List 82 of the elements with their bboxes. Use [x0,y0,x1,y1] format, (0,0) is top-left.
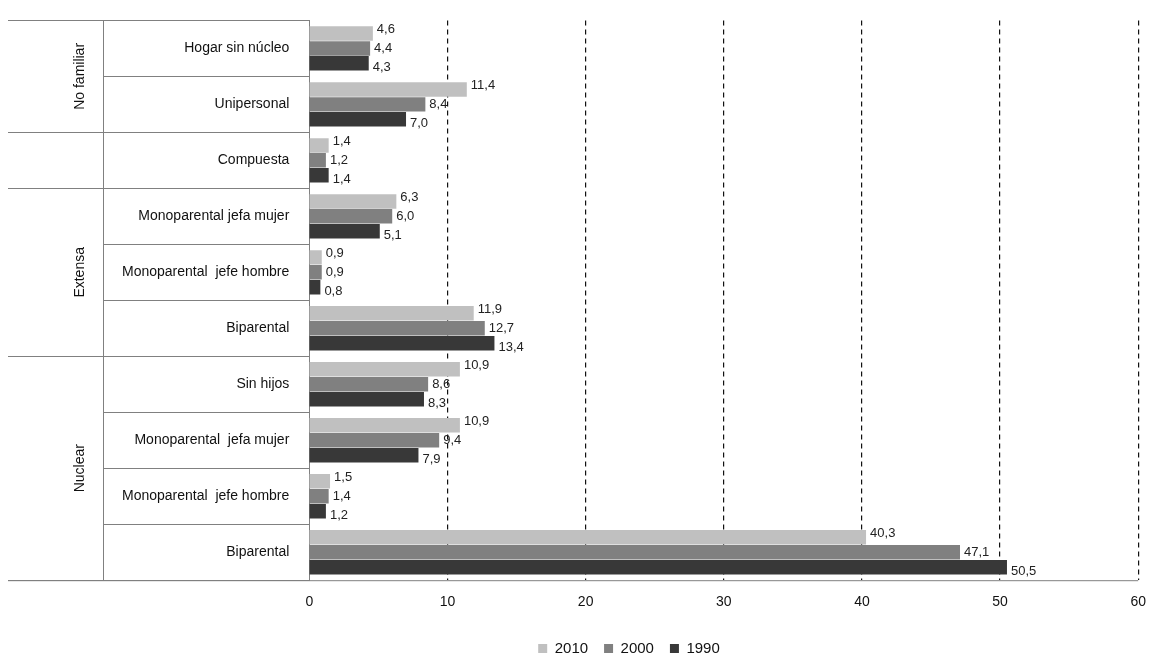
bar [309,82,467,97]
bar [309,194,397,209]
data-label: 50,5 [1010,562,1037,578]
data-label: 7,9 [422,450,441,466]
data-label: 8,6 [432,375,451,391]
y-tick-label: Hogar sin núcleo [184,39,290,56]
bar [309,391,424,407]
data-label: 1,2 [329,151,348,167]
bar [309,138,329,153]
x-tick-label: 10 [439,593,456,610]
data-label: 4,6 [376,21,395,37]
data-label: 47,1 [964,543,990,559]
bar [309,377,429,392]
bar [309,433,440,448]
bar [309,488,329,504]
data-label: 1,4 [332,133,351,148]
bar [309,56,369,71]
bar [309,26,373,41]
data-label: 9,4 [443,431,462,447]
x-tick-label: 50 [992,593,1009,610]
y-tick-label: Monoparental jefe hombre [122,263,290,280]
x-tick-label: 20 [577,593,594,610]
bar [309,418,460,433]
data-label: 1,4 [332,170,351,186]
data-label: 0,8 [324,282,343,298]
x-tick-label: 30 [715,593,732,610]
legend-label: 1990 [686,638,720,656]
data-label: 5,1 [383,226,402,242]
data-label: 4,4 [374,39,393,55]
bar [309,362,460,377]
bar [309,447,419,463]
text: Extensa [70,246,87,298]
data-label: 10,9 [463,412,490,428]
y-tick-label: Monoparental jefa mujer [138,207,290,224]
bar [309,544,960,560]
y-tick-label: Monoparental jefe hombre [122,487,290,504]
legend-label: 2000 [620,638,654,656]
bar [309,250,322,265]
data-label: 10,9 [463,356,490,372]
bar [309,559,1007,575]
y-tick-label: Biparental [226,543,290,560]
bar [309,335,495,351]
bar [309,224,380,239]
data-label: 11,9 [477,300,503,316]
text: No familiar [70,42,87,110]
bar [309,321,485,336]
text: Nuclear [70,443,87,493]
bar [309,168,329,183]
bar [309,306,474,321]
data-label: 8,4 [429,95,448,111]
x-tick-label: 0 [305,593,314,610]
x-tick-label: 40 [854,593,870,610]
data-label: 7,0 [410,114,429,130]
data-label: 0,9 [325,263,344,279]
y-tick-label: Unipersonal [214,95,290,112]
legend-label: 2010 [554,638,589,656]
data-label: 1,5 [334,468,353,484]
data-label: 8,3 [427,394,447,410]
data-label: 6,3 [400,188,419,204]
bar [309,265,322,280]
bar [309,112,407,127]
data-label: 1,2 [329,506,348,522]
bar [309,503,326,519]
bar [309,153,326,168]
data-label: 40,3 [870,524,896,540]
y-tick-label: Sin hijos [236,375,290,392]
data-label: 11,4 [470,77,496,93]
data-label: 0,9 [325,244,344,260]
y-tick-label: Compuesta [217,151,290,168]
data-label: 4,3 [372,58,391,74]
bar [309,41,371,56]
data-label: 1,4 [332,487,351,503]
x-tick-label: 60 [1130,593,1147,610]
data-label: 12,7 [488,319,515,335]
y-tick-label: Monoparental jefa mujer [134,431,290,448]
y-tick-label: Biparental [226,319,290,336]
bar [309,209,393,224]
bar [309,97,426,112]
data-label: 6,0 [396,207,415,223]
bar [309,530,867,545]
bar [309,474,331,489]
data-label: 13,4 [498,338,524,354]
